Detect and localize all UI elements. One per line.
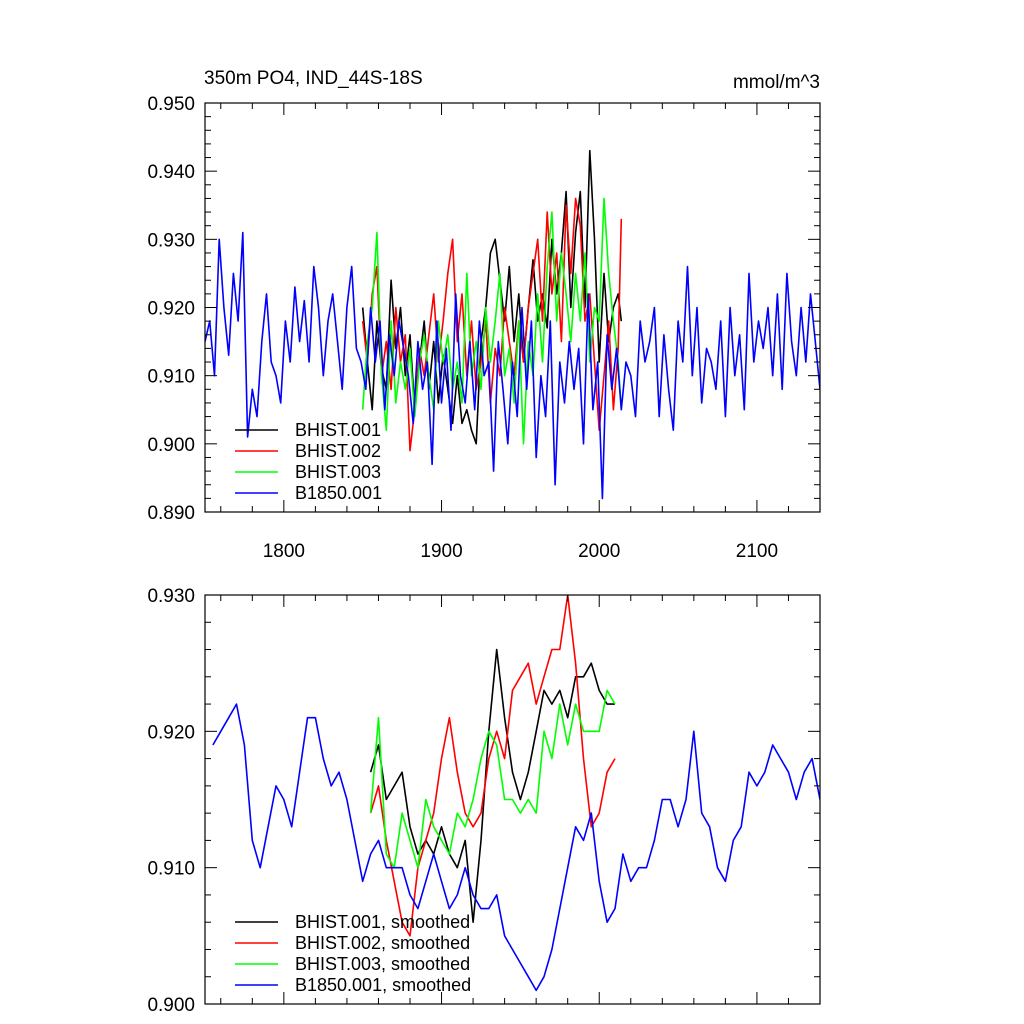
top-legend-label: BHIST.003 bbox=[295, 462, 381, 482]
top-xtick-label: 1800 bbox=[263, 541, 305, 562]
bottom-legend-label: BHIST.001, smoothed bbox=[295, 912, 470, 932]
bottom-series-line-3 bbox=[212, 703, 820, 992]
top-series-line-1 bbox=[361, 197, 623, 452]
top-panel: 350m PO4, IND_44S-18S mmol/m^3 0.890 0.90… bbox=[147, 68, 821, 562]
top-series-line-2 bbox=[361, 197, 623, 445]
top-xtick-label: 2000 bbox=[578, 541, 620, 562]
top-panel-units: mmol/m^3 bbox=[733, 72, 820, 93]
bottom-ytick-label: 0.900 bbox=[147, 995, 195, 1016]
top-legend-label: B1850.001 bbox=[295, 483, 382, 503]
top-series-group bbox=[205, 149, 820, 500]
top-legend-label: BHIST.001 bbox=[295, 420, 381, 440]
bottom-ytick-label: 0.920 bbox=[147, 722, 195, 743]
bottom-series-line-0 bbox=[369, 648, 615, 924]
top-legend-label: BHIST.002 bbox=[295, 441, 381, 461]
top-series-line-3 bbox=[205, 231, 820, 500]
bottom-legend-label: BHIST.002, smoothed bbox=[295, 933, 470, 953]
bottom-legend-label: BHIST.003, smoothed bbox=[295, 954, 470, 974]
top-xtick-label: 1900 bbox=[420, 541, 462, 562]
top-ytick-label: 0.930 bbox=[147, 230, 195, 251]
bottom-legend-label: B1850.001, smoothed bbox=[295, 975, 471, 995]
bottom-series-group bbox=[212, 595, 820, 992]
top-ytick-label: 0.900 bbox=[147, 435, 195, 456]
top-ytick-label: 0.910 bbox=[147, 367, 195, 388]
bottom-ytick-label: 0.930 bbox=[147, 586, 195, 607]
bottom-ytick-label: 0.910 bbox=[147, 859, 195, 880]
top-ytick-label: 0.890 bbox=[147, 503, 195, 524]
top-ytick-label: 0.940 bbox=[147, 162, 195, 183]
top-ytick-label: 0.920 bbox=[147, 299, 195, 320]
bottom-plot-frame bbox=[204, 594, 821, 1005]
bottom-series-line-2 bbox=[369, 689, 616, 869]
top-ytick-label: 0.950 bbox=[147, 94, 195, 115]
top-panel-title: 350m PO4, IND_44S-18S bbox=[204, 68, 423, 89]
bottom-series-line-1 bbox=[369, 595, 616, 937]
top-xtick-label: 2100 bbox=[736, 541, 778, 562]
